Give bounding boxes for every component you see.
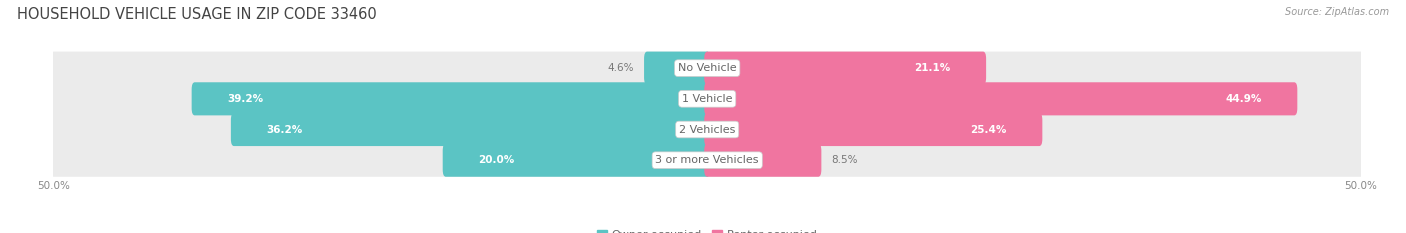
- Text: 8.5%: 8.5%: [831, 155, 858, 165]
- Text: 21.1%: 21.1%: [914, 63, 950, 73]
- FancyBboxPatch shape: [231, 113, 710, 146]
- Legend: Owner-occupied, Renter-occupied: Owner-occupied, Renter-occupied: [592, 226, 823, 233]
- Text: 3 or more Vehicles: 3 or more Vehicles: [655, 155, 759, 165]
- Text: HOUSEHOLD VEHICLE USAGE IN ZIP CODE 33460: HOUSEHOLD VEHICLE USAGE IN ZIP CODE 3346…: [17, 7, 377, 22]
- Text: 2 Vehicles: 2 Vehicles: [679, 124, 735, 134]
- FancyBboxPatch shape: [644, 51, 710, 85]
- Text: Source: ZipAtlas.com: Source: ZipAtlas.com: [1285, 7, 1389, 17]
- Text: 36.2%: 36.2%: [267, 124, 302, 134]
- FancyBboxPatch shape: [443, 144, 710, 177]
- Text: 44.9%: 44.9%: [1225, 94, 1261, 104]
- FancyBboxPatch shape: [704, 82, 1298, 115]
- Text: 39.2%: 39.2%: [228, 94, 263, 104]
- FancyBboxPatch shape: [704, 51, 986, 85]
- Text: 20.0%: 20.0%: [478, 155, 515, 165]
- FancyBboxPatch shape: [51, 51, 1364, 85]
- FancyBboxPatch shape: [51, 113, 1364, 146]
- FancyBboxPatch shape: [51, 82, 1364, 115]
- FancyBboxPatch shape: [704, 144, 821, 177]
- FancyBboxPatch shape: [51, 144, 1364, 177]
- FancyBboxPatch shape: [704, 113, 1042, 146]
- Text: No Vehicle: No Vehicle: [678, 63, 737, 73]
- Text: 25.4%: 25.4%: [970, 124, 1007, 134]
- Text: 1 Vehicle: 1 Vehicle: [682, 94, 733, 104]
- FancyBboxPatch shape: [191, 82, 710, 115]
- Text: 4.6%: 4.6%: [607, 63, 634, 73]
